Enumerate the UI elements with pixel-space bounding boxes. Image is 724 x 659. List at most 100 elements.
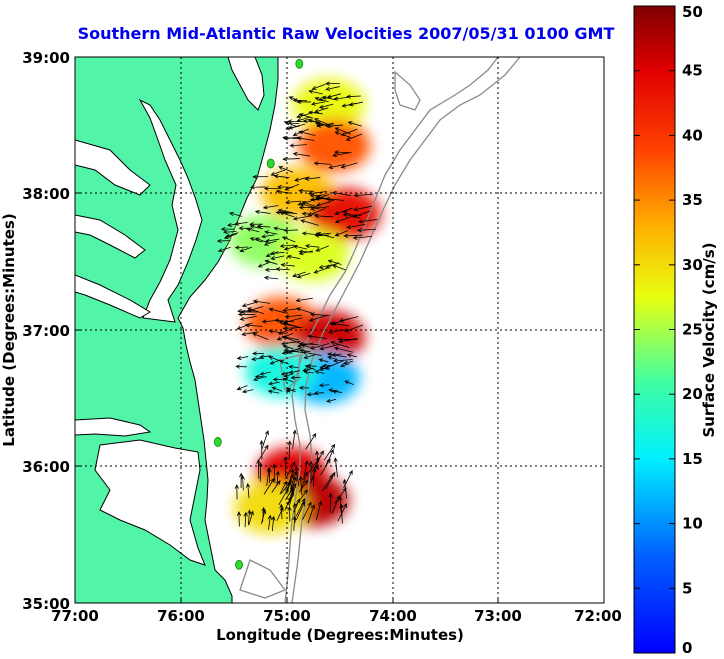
velocity-arrow bbox=[309, 343, 330, 350]
colorbar-tick-label: 25 bbox=[682, 321, 703, 339]
velocity-arrow bbox=[253, 376, 265, 382]
velocity-arrow bbox=[285, 483, 297, 501]
velocity-arrow bbox=[239, 472, 244, 488]
y-tick-label: 36:00 bbox=[22, 458, 70, 476]
velocity-arrow bbox=[264, 259, 278, 265]
velocity-arrow bbox=[315, 195, 335, 201]
velocity-arrow bbox=[287, 119, 305, 124]
velocity-arrow bbox=[356, 228, 377, 233]
velocity-arrow bbox=[252, 351, 264, 356]
velocity-arrow bbox=[251, 356, 263, 362]
velocity-arrow bbox=[313, 267, 328, 274]
velocity-arrow bbox=[313, 390, 325, 396]
velocity-arrow bbox=[319, 344, 339, 351]
velocity-arrow bbox=[298, 188, 315, 193]
velocity-arrow bbox=[276, 506, 284, 521]
velocity-arrow bbox=[331, 352, 342, 357]
velocity-arrow bbox=[283, 373, 294, 378]
velocity-arrow bbox=[237, 312, 256, 317]
velocity-arrow bbox=[268, 307, 286, 314]
velocity-arrow bbox=[328, 388, 339, 393]
velocity-arrow bbox=[256, 224, 271, 229]
velocity-arrow bbox=[260, 509, 267, 525]
velocity-arrow bbox=[326, 398, 337, 403]
velocity-arrow bbox=[325, 123, 343, 129]
radar-station-marker bbox=[266, 158, 275, 169]
x-tick-label: 73:00 bbox=[474, 607, 522, 625]
velocity-arrow bbox=[252, 332, 269, 340]
velocity-arrow bbox=[265, 238, 280, 243]
velocity-arrow bbox=[237, 309, 255, 314]
velocity-arrow bbox=[310, 206, 330, 211]
velocity-arrow bbox=[288, 364, 299, 370]
velocity-arrow bbox=[325, 86, 340, 91]
velocity-arrow bbox=[308, 110, 323, 115]
y-tick-labels: 39:00 38:00 37:00 36:00 35:00 bbox=[22, 49, 70, 613]
velocity-arrow bbox=[275, 210, 292, 215]
velocity-arrow bbox=[327, 352, 347, 358]
colorbar-tick-label: 50 bbox=[682, 3, 703, 21]
velocity-arrow bbox=[337, 503, 347, 522]
velocity-arrow bbox=[284, 183, 300, 191]
velocity-arrow bbox=[280, 481, 291, 494]
x-tick-labels: 77:00 76:00 75:00 74:00 73:00 72:00 bbox=[51, 607, 622, 625]
velocity-arrow bbox=[283, 317, 303, 324]
velocity-arrow bbox=[257, 261, 271, 268]
velocity-arrow bbox=[295, 297, 313, 303]
velocity-arrow bbox=[267, 467, 272, 483]
velocity-arrow bbox=[293, 498, 301, 513]
velocity-arrow bbox=[296, 272, 311, 279]
velocity-arrow bbox=[249, 224, 264, 230]
velocity-arrow bbox=[275, 189, 292, 194]
colorbar-tick-label: 20 bbox=[682, 385, 703, 403]
velocity-arrow bbox=[316, 500, 323, 521]
velocity-arrow bbox=[303, 354, 315, 360]
velocity-arrow bbox=[346, 353, 357, 358]
velocity-arrow bbox=[272, 463, 277, 483]
velocity-arrow bbox=[358, 219, 378, 224]
velocity-arrow bbox=[292, 429, 297, 449]
velocity-arrow bbox=[256, 459, 261, 479]
velocity-arrow bbox=[288, 123, 306, 130]
velocity-arrow bbox=[246, 306, 264, 313]
velocity-arrow bbox=[261, 234, 275, 239]
velocity-arrow bbox=[246, 227, 260, 233]
velocity-arrow bbox=[327, 259, 342, 265]
velocity-cell bbox=[277, 228, 350, 281]
velocity-arrow bbox=[307, 504, 315, 524]
velocity-arrow bbox=[229, 211, 243, 217]
colorbar-tick-label: 45 bbox=[682, 62, 703, 80]
velocity-arrow bbox=[318, 103, 334, 109]
velocity-arrow bbox=[352, 235, 372, 240]
velocity-arrow bbox=[307, 334, 327, 340]
velocity-arrow bbox=[302, 119, 321, 124]
velocity-arrow bbox=[309, 193, 326, 198]
velocity-arrow bbox=[292, 215, 312, 221]
velocity-arrow bbox=[310, 464, 318, 484]
velocity-arrow bbox=[305, 432, 317, 450]
velocity-arrow bbox=[292, 128, 309, 137]
velocity-arrow bbox=[287, 349, 300, 354]
velocity-arrow bbox=[289, 143, 307, 148]
map-title: Southern Mid-Atlantic Raw Velocities 200… bbox=[78, 24, 615, 43]
velocity-arrow bbox=[331, 389, 343, 394]
velocity-arrow bbox=[242, 389, 254, 394]
velocity-arrow bbox=[325, 262, 340, 269]
velocity-arrow bbox=[271, 515, 276, 532]
velocity-arrow bbox=[284, 314, 303, 319]
velocity-arrow bbox=[294, 176, 310, 182]
velocity-arrow bbox=[282, 156, 300, 162]
velocity-arrow bbox=[334, 131, 352, 138]
velocity-arrow bbox=[254, 209, 271, 215]
velocity-arrow bbox=[333, 457, 338, 478]
velocity-arrow bbox=[275, 267, 290, 272]
velocity-arrow bbox=[327, 355, 338, 360]
velocity-arrow bbox=[333, 96, 349, 101]
velocity-arrow bbox=[323, 443, 336, 461]
velocity-arrow bbox=[346, 223, 366, 230]
velocity-arrow bbox=[252, 174, 269, 179]
x-tick-label: 75:00 bbox=[263, 607, 311, 625]
velocity-arrow bbox=[314, 107, 329, 113]
velocity-arrow bbox=[347, 121, 362, 127]
velocity-arrow bbox=[339, 363, 350, 368]
